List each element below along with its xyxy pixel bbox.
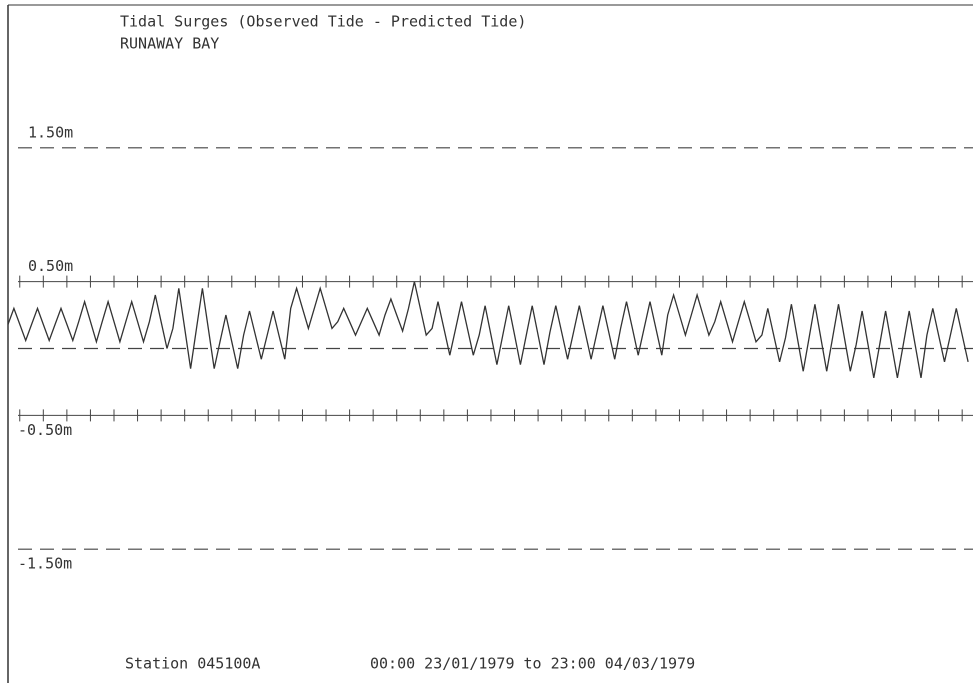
y-tick-label: 1.50m [28, 123, 73, 141]
chart-subtitle: RUNAWAY BAY [120, 35, 219, 53]
y-tick-label: -0.50m [18, 421, 72, 439]
station-label: Station 045100A [125, 655, 260, 673]
chart-title: Tidal Surges (Observed Tide - Predicted … [120, 13, 526, 31]
surge-line [7, 281, 969, 379]
y-tick-label: 0.50m [28, 257, 73, 275]
period-label: 00:00 23/01/1979 to 23:00 04/03/1979 [370, 655, 695, 673]
y-tick-label: -1.50m [18, 555, 72, 573]
